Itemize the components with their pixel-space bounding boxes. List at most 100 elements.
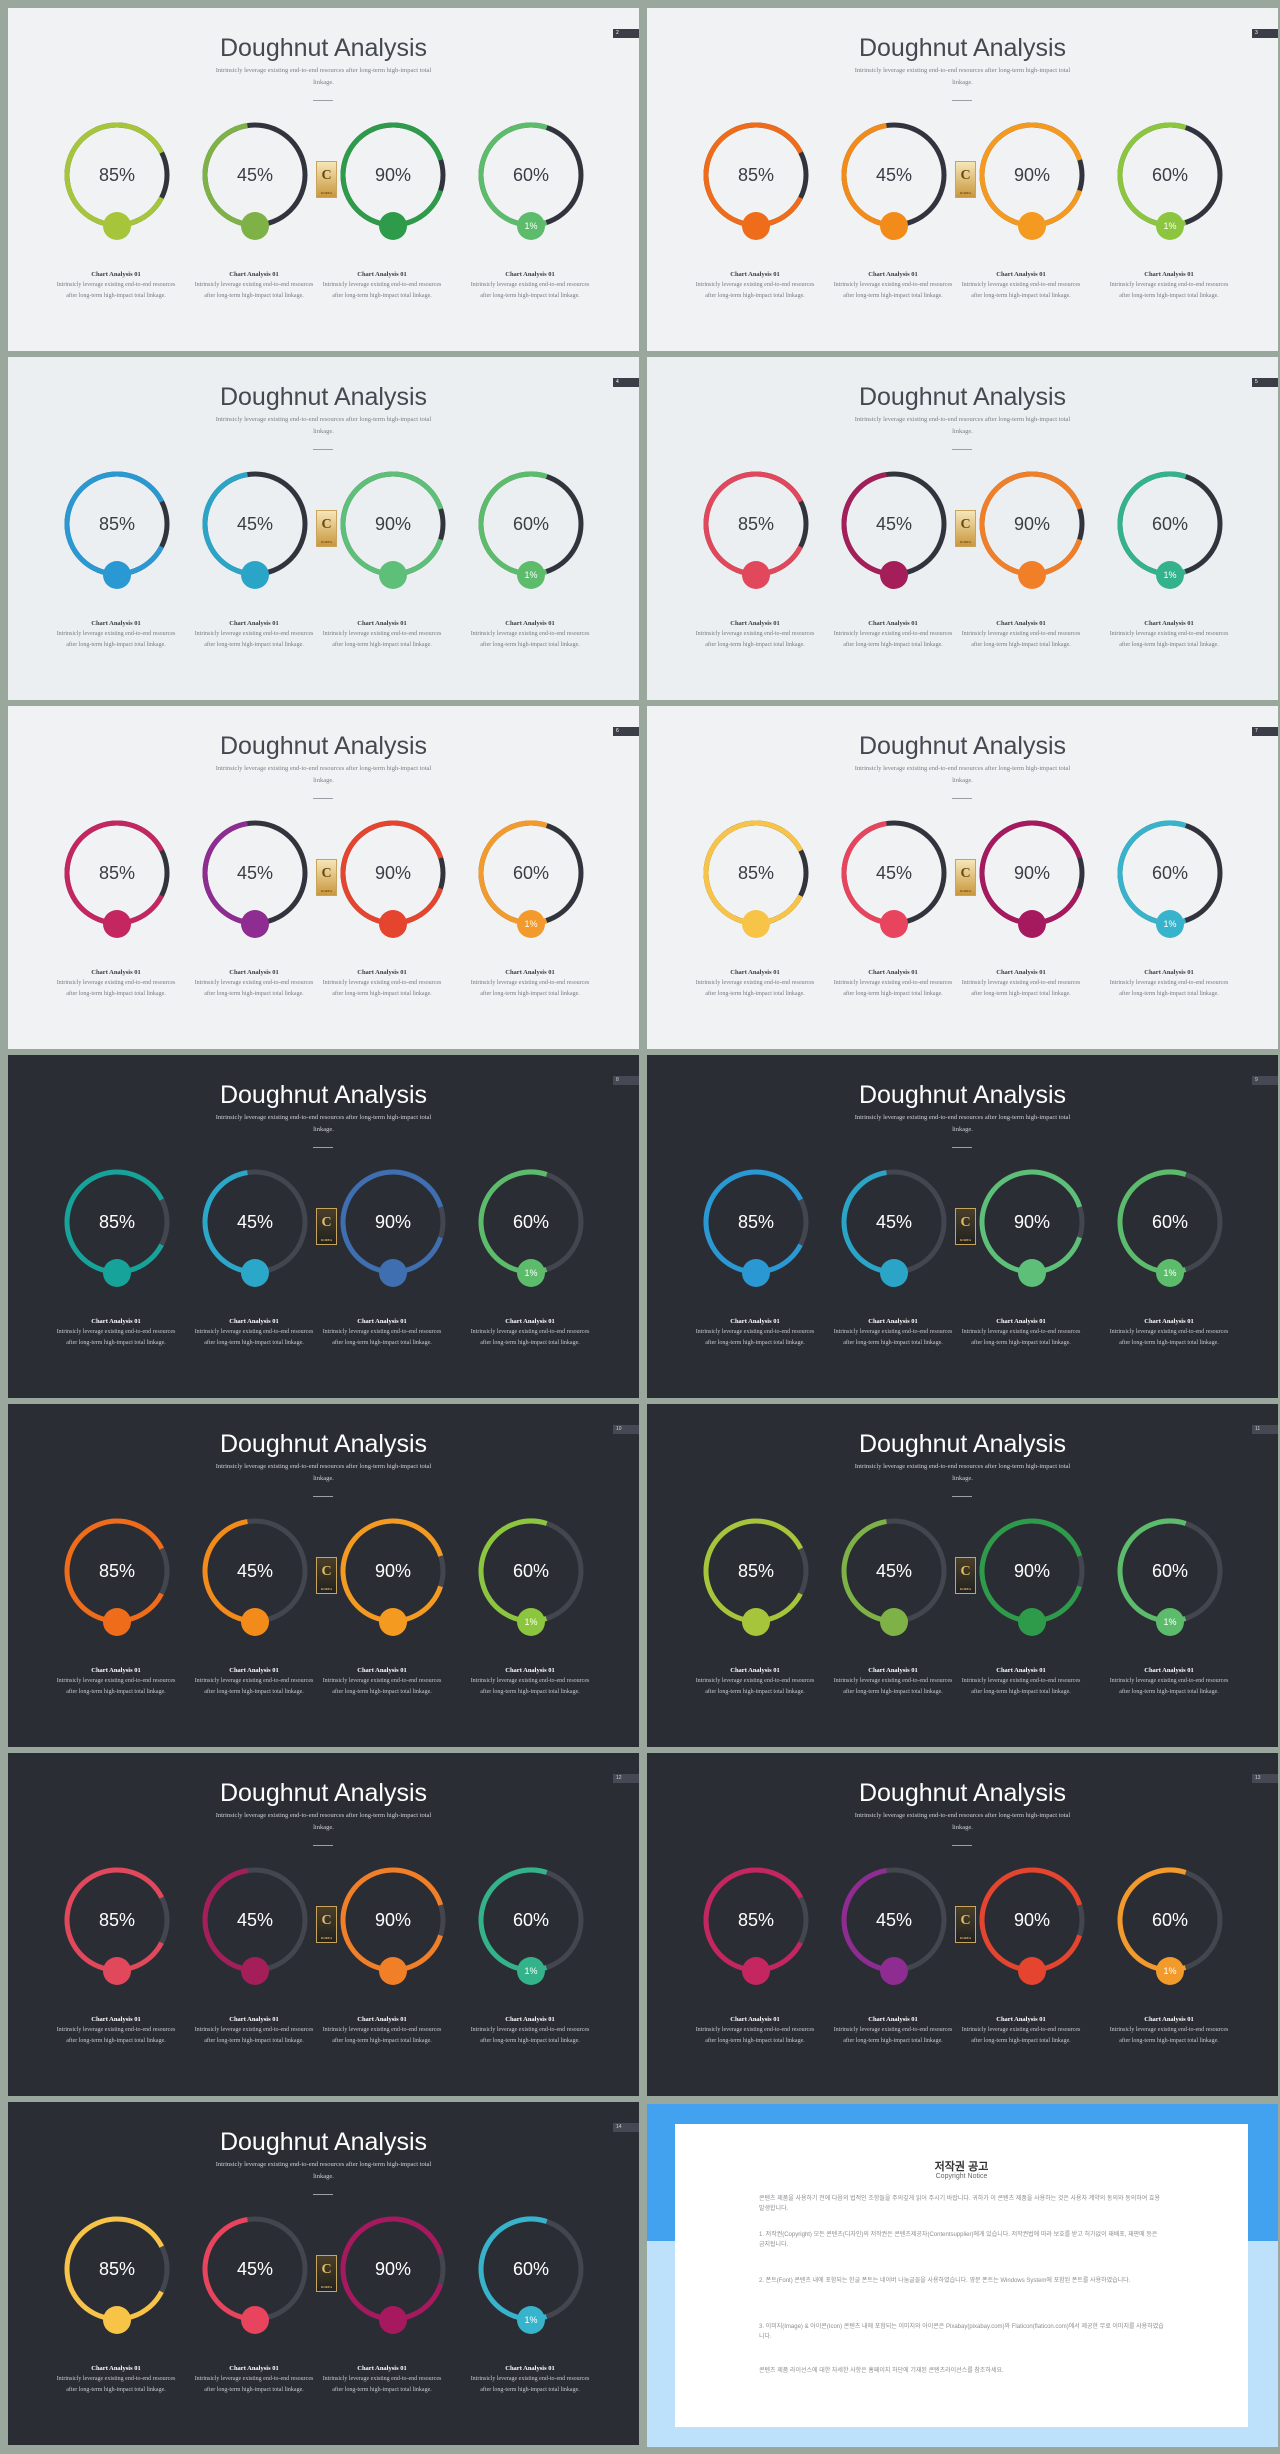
slide-title: Doughnut Analysis <box>219 383 428 411</box>
doughnut-value-arc <box>340 122 446 228</box>
caption-text: Intrinsicly leverage existing end-to-end… <box>1109 1329 1229 1346</box>
caption-title: Chart Analysis 01 <box>730 620 780 627</box>
doughnut-percentage: 90% <box>374 2259 412 2279</box>
page-number: 4 <box>613 378 639 387</box>
doughnut-value-arc <box>340 820 446 926</box>
doughnut-percentage: 45% <box>236 514 274 534</box>
doughnut-percentage: 90% <box>1013 863 1051 883</box>
notice-paragraph: 2. 폰트(Font) 콘텐츠 내에 포함되는 한글 폰트는 네이버 나눔글꼴을… <box>759 2278 1131 2284</box>
brand-logo-icon: C KOREA <box>955 859 976 896</box>
doughnut-marker-dot <box>379 910 407 938</box>
chart-caption: Chart Analysis 01 Intrinsicly leverage ex… <box>692 1317 818 1349</box>
doughnut-marker-dot <box>241 212 269 240</box>
doughnut-chart: 85% <box>62 2214 172 2338</box>
doughnut-chart: 85% <box>62 1167 172 1291</box>
slide-title: Doughnut Analysis <box>858 1779 1067 1807</box>
logo-small-text: KOREA <box>959 191 971 195</box>
title-divider <box>313 449 333 450</box>
doughnut-percentage: 45% <box>236 2259 274 2279</box>
caption-text: Intrinsicly leverage existing end-to-end… <box>56 980 176 997</box>
caption-text: Intrinsicly leverage existing end-to-end… <box>194 980 314 997</box>
caption-title: Chart Analysis 01 <box>730 1667 780 1674</box>
caption-text: Intrinsicly leverage existing end-to-end… <box>194 1678 314 1695</box>
caption-text: Intrinsicly leverage existing end-to-end… <box>56 2027 176 2044</box>
doughnut-chart: 60% 1% <box>476 1516 586 1640</box>
doughnut-marker-dot <box>241 1259 269 1287</box>
brand-logo-icon: C KOREA <box>316 161 337 198</box>
slide: Doughnut Analysis Intrinsicly leverage ex… <box>647 8 1278 351</box>
doughnut-chart: 45% <box>839 1865 949 1989</box>
caption-text: Intrinsicly leverage existing end-to-end… <box>322 631 442 648</box>
caption-text: Intrinsicly leverage existing end-to-end… <box>470 1678 590 1695</box>
caption-title: Chart Analysis 01 <box>505 1667 555 1674</box>
chart-caption: Chart Analysis 01 Intrinsicly leverage ex… <box>319 2364 445 2396</box>
caption-text: Intrinsicly leverage existing end-to-end… <box>961 631 1081 648</box>
chart-caption: Chart Analysis 01 Intrinsicly leverage ex… <box>1106 619 1232 651</box>
doughnut-chart: 90% <box>338 1167 448 1291</box>
doughnut-value-arc <box>979 471 1085 577</box>
doughnut-chart: 90% <box>977 1516 1087 1640</box>
doughnut-percentage: 60% <box>512 2259 550 2279</box>
doughnut-percentage: 85% <box>98 2259 136 2279</box>
doughnut-marker-dot <box>742 1608 770 1636</box>
slide-subtitle: Intrinsicly leverage existing end-to-end… <box>215 1463 432 1482</box>
caption-text: Intrinsicly leverage existing end-to-end… <box>322 1329 442 1346</box>
doughnut-chart: 45% <box>200 2214 310 2338</box>
chart-caption: Chart Analysis 01 Intrinsicly leverage ex… <box>830 270 956 302</box>
doughnut-marker-dot <box>103 1957 131 1985</box>
doughnut-marker-dot <box>1018 212 1046 240</box>
chart-caption: Chart Analysis 01 Intrinsicly leverage ex… <box>467 270 593 302</box>
doughnut-chart: 85% <box>62 120 172 244</box>
slide: Doughnut Analysis Intrinsicly leverage ex… <box>8 357 639 700</box>
doughnut-chart: 60% 1% <box>476 1167 586 1291</box>
logo-small-text: KOREA <box>320 1587 332 1591</box>
slide-subtitle: Intrinsicly leverage existing end-to-end… <box>854 67 1071 86</box>
caption-title: Chart Analysis 01 <box>996 1318 1046 1325</box>
doughnut-chart: 85% <box>701 1167 811 1291</box>
slide-subtitle: Intrinsicly leverage existing end-to-end… <box>854 1463 1071 1482</box>
doughnut-value-arc <box>64 122 170 228</box>
caption-text: Intrinsicly leverage existing end-to-end… <box>1109 980 1229 997</box>
title-divider <box>313 100 333 101</box>
doughnut-chart: 90% <box>977 120 1087 244</box>
doughnut-percentage: 45% <box>875 1910 913 1930</box>
caption-title: Chart Analysis 01 <box>357 2016 407 2023</box>
logo-letter: C <box>321 1215 332 1230</box>
caption-text: Intrinsicly leverage existing end-to-end… <box>1109 282 1229 299</box>
logo-letter: C <box>960 1564 971 1579</box>
caption-title: Chart Analysis 01 <box>1144 969 1194 976</box>
doughnut-chart: 85% <box>701 469 811 593</box>
brand-logo-icon: C KOREA <box>955 161 976 198</box>
caption-title: Chart Analysis 01 <box>868 271 918 278</box>
caption-text: Intrinsicly leverage existing end-to-end… <box>961 2027 1081 2044</box>
chart-caption: Chart Analysis 01 Intrinsicly leverage ex… <box>692 2015 818 2047</box>
brand-logo-icon: C KOREA <box>955 1557 976 1594</box>
page-number: 6 <box>613 727 639 736</box>
doughnut-chart: 45% <box>200 469 310 593</box>
doughnut-value-arc <box>64 820 170 926</box>
doughnut-marker-dot <box>103 1259 131 1287</box>
doughnut-percentage: 85% <box>98 1910 136 1930</box>
doughnut-percentage: 85% <box>737 1212 775 1232</box>
brand-logo-icon: C KOREA <box>316 1208 337 1245</box>
caption-text: Intrinsicly leverage existing end-to-end… <box>56 631 176 648</box>
title-divider <box>952 798 972 799</box>
doughnut-percentage: 90% <box>374 514 412 534</box>
caption-text: Intrinsicly leverage existing end-to-end… <box>194 631 314 648</box>
doughnut-percentage: 60% <box>1151 863 1189 883</box>
logo-letter: C <box>321 168 332 183</box>
doughnut-percentage: 90% <box>1013 1212 1051 1232</box>
caption-title: Chart Analysis 01 <box>91 1318 141 1325</box>
chart-caption: Chart Analysis 01 Intrinsicly leverage ex… <box>692 619 818 651</box>
doughnut-percentage: 60% <box>1151 1910 1189 1930</box>
doughnut-percentage: 60% <box>512 1910 550 1930</box>
slide: Doughnut Analysis Intrinsicly leverage ex… <box>8 1753 639 2096</box>
slide-subtitle: Intrinsicly leverage existing end-to-end… <box>215 1812 432 1831</box>
caption-title: Chart Analysis 01 <box>868 1318 918 1325</box>
doughnut-percentage: 45% <box>236 165 274 185</box>
chart-caption: Chart Analysis 01 Intrinsicly leverage ex… <box>692 968 818 1000</box>
logo-letter: C <box>321 1564 332 1579</box>
doughnut-marker-dot <box>379 1608 407 1636</box>
caption-text: Intrinsicly leverage existing end-to-end… <box>833 1329 953 1346</box>
caption-title: Chart Analysis 01 <box>91 969 141 976</box>
